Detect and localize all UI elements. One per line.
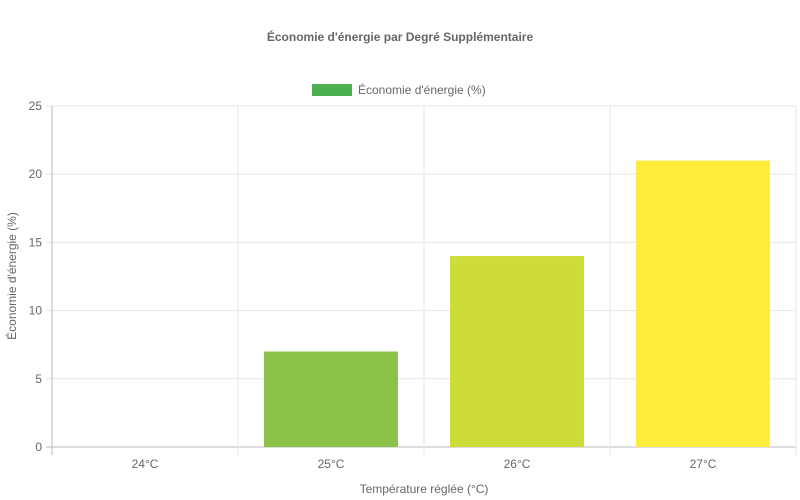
legend-label: Économie d'énergie (%) (358, 82, 486, 97)
x-tick-label: 25°C (318, 457, 345, 471)
chart-title: Économie d'énergie par Degré Supplémenta… (267, 29, 534, 44)
x-axis-ticks: 24°C 25°C 26°C 27°C (132, 457, 717, 471)
y-axis-label: Économie d'énergie (%) (4, 212, 19, 340)
x-tick-label: 27°C (690, 457, 717, 471)
legend[interactable]: Économie d'énergie (%) (312, 82, 486, 97)
y-tick-label: 25 (29, 99, 43, 113)
y-tick-label: 5 (35, 372, 42, 386)
bars (264, 160, 770, 447)
bar[interactable] (264, 351, 398, 447)
bar[interactable] (636, 160, 770, 447)
y-tick-label: 0 (35, 440, 42, 454)
legend-swatch (312, 84, 352, 96)
grid (46, 105, 797, 455)
bar[interactable] (450, 256, 584, 447)
y-tick-label: 20 (29, 167, 43, 181)
x-tick-label: 26°C (504, 457, 531, 471)
x-tick-label: 24°C (132, 457, 159, 471)
y-axis-ticks: 0 5 10 15 20 25 (29, 99, 43, 454)
x-axis-label: Température réglée (°C) (360, 482, 489, 496)
y-tick-label: 10 (29, 304, 43, 318)
y-tick-label: 15 (29, 235, 43, 249)
